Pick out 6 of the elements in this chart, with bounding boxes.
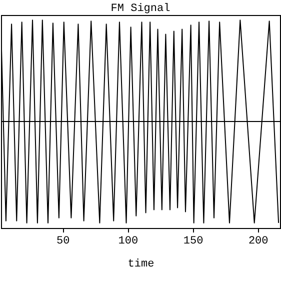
x-tick-label: 150 <box>183 236 204 248</box>
x-tick-label: 100 <box>118 236 138 248</box>
x-tick-label: 50 <box>56 236 70 248</box>
x-tick-label: 200 <box>248 236 268 248</box>
x-axis-title: time <box>128 258 154 270</box>
chart-title: FM Signal <box>110 3 170 15</box>
